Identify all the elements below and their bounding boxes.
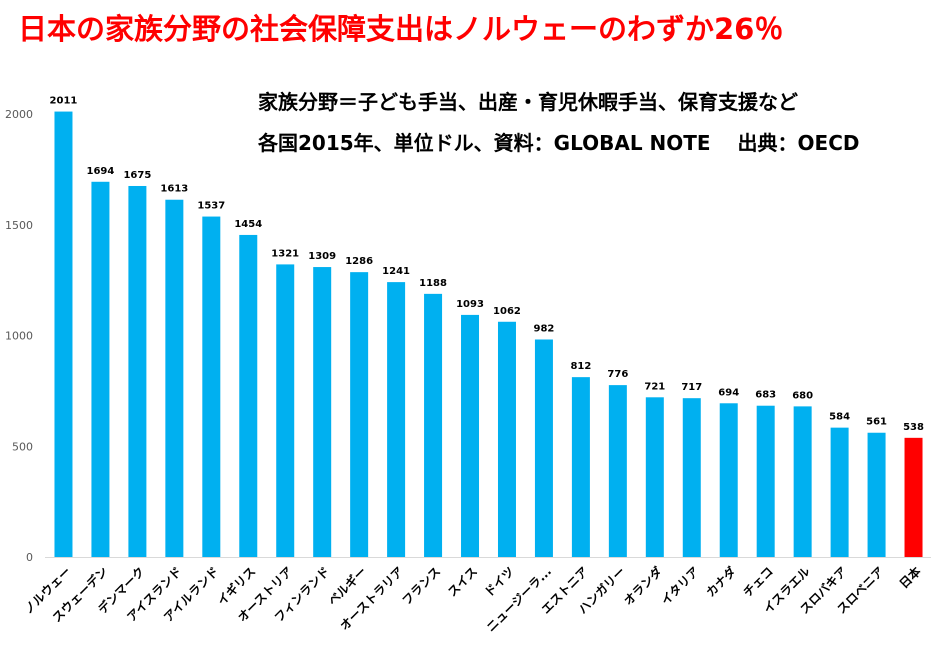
bar [313, 267, 332, 557]
data-label: 1309 [308, 251, 336, 262]
bar [461, 314, 480, 557]
data-label: 1241 [382, 266, 410, 277]
data-label: 1321 [271, 248, 299, 259]
bar [239, 234, 258, 557]
definition-note: 家族分野＝子ども手当、出産・育児休暇手当、保育支援など [258, 90, 798, 114]
bar [91, 181, 110, 558]
data-label: 683 [755, 390, 776, 401]
data-label: 1613 [160, 184, 188, 195]
bar [165, 199, 184, 557]
data-label: 2011 [50, 96, 78, 107]
x-tick-label: ニュージーラ... [484, 564, 554, 634]
bar [387, 282, 406, 557]
x-tick-label: ドイツ [482, 564, 517, 599]
bar [793, 406, 812, 557]
data-label: 1188 [419, 278, 447, 289]
data-label: 1694 [87, 166, 115, 177]
y-tick-label: 1500 [5, 219, 33, 232]
data-label: 584 [829, 412, 850, 423]
bar [497, 321, 516, 557]
bar [534, 339, 553, 557]
source-note: 各国2015年、単位ドル、資料：GLOBAL NOTE 出典：OECD [258, 131, 860, 155]
data-label: 1537 [197, 201, 225, 212]
data-label: 1093 [456, 299, 484, 310]
bar [608, 385, 627, 557]
y-tick-label: 1000 [5, 330, 33, 343]
bar [645, 397, 664, 557]
bar [128, 185, 147, 558]
bar [682, 398, 701, 557]
bar [54, 111, 73, 557]
y-tick-label: 500 [12, 440, 33, 453]
data-label: 1062 [493, 306, 521, 317]
data-label: 717 [681, 382, 702, 393]
data-label: 776 [607, 369, 628, 380]
data-label: 1286 [345, 256, 373, 267]
bar [904, 437, 923, 557]
x-tick-label: チェコ [740, 564, 775, 599]
bar [350, 272, 369, 557]
x-tick-label: オランダ [620, 564, 665, 609]
bar [867, 432, 886, 557]
x-tick-label: カナダ [703, 564, 739, 600]
x-tick-label: イタリア [658, 564, 702, 608]
bar [276, 264, 295, 557]
bar [719, 403, 738, 557]
x-tick-label: スイス [445, 564, 480, 599]
data-label: 1675 [123, 170, 151, 181]
x-tick-label: 日本 [896, 564, 924, 592]
bar [756, 405, 775, 557]
bar [424, 293, 443, 557]
chart-title: 日本の家族分野の社会保障支出はノルウェーのわずか26％ [18, 12, 784, 46]
bar [830, 427, 849, 557]
bar [202, 216, 221, 557]
data-label: 812 [570, 361, 591, 372]
data-label: 538 [903, 422, 924, 433]
x-tick-label: フランス [400, 564, 444, 608]
data-label: 561 [866, 417, 887, 428]
data-label: 694 [718, 387, 739, 398]
y-tick-label: 2000 [5, 108, 33, 121]
data-label: 680 [792, 390, 813, 401]
data-label: 982 [534, 323, 555, 334]
y-tick-label: 0 [26, 551, 33, 564]
bar [571, 377, 590, 557]
data-label: 721 [644, 381, 665, 392]
data-label: 1454 [234, 219, 262, 230]
